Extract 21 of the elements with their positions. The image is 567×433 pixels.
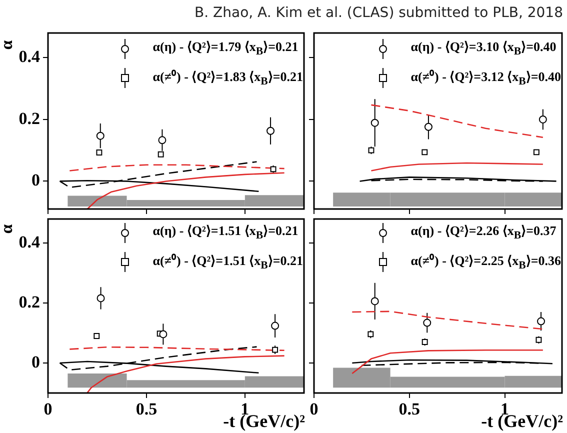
legend-label: α(≠⁰) - ⟨Q²⟩=2.25 ⟨x$_{B}$⟩=0.36 — [410, 252, 561, 272]
y-tick-label: 0 — [32, 352, 40, 372]
legend-label: α(η) - ⟨Q²⟩=1.51 ⟨x$_{B}$⟩=0.21 — [152, 223, 298, 242]
y-tick-label: 0.2 — [18, 108, 40, 128]
legend-label: α(η) - ⟨Q²⟩=2.26 ⟨x$_{B}$⟩=0.37 — [410, 223, 556, 242]
y-axis-title: α — [0, 40, 17, 50]
y-tick-label: 0 — [32, 170, 40, 190]
x-tick-label: 0 — [44, 400, 52, 419]
y-tick-label: 0.2 — [18, 292, 40, 312]
legend-label: α(≠⁰) - ⟨Q²⟩=1.51 ⟨x$_{B}$⟩=0.21 — [152, 252, 303, 272]
x-tick-label: 0 — [310, 400, 318, 419]
legend-label: α(η) - ⟨Q²⟩=1.79 ⟨x$_{B}$⟩=0.21 — [152, 39, 298, 58]
x-tick-label: 0.5 — [136, 400, 158, 419]
x-tick-label: 0.5 — [398, 400, 420, 419]
y-tick-label: 0.4 — [18, 47, 40, 66]
y-axis-title: α — [0, 224, 17, 234]
legend-label: α(η) - ⟨Q²⟩=3.10 ⟨x$_{B}$⟩=0.40 — [410, 39, 556, 58]
legend-label: α(≠⁰) - ⟨Q²⟩=1.83 ⟨x$_{B}$⟩=0.21 — [152, 68, 303, 88]
legend-label: α(≠⁰) - ⟨Q²⟩=3.12 ⟨x$_{B}$⟩=0.40 — [410, 68, 561, 88]
y-tick-label: 0.4 — [18, 232, 40, 252]
text: B. Zhao, A. Kim et al. (CLAS) submitted to PLB, 2018 — [194, 5, 563, 21]
